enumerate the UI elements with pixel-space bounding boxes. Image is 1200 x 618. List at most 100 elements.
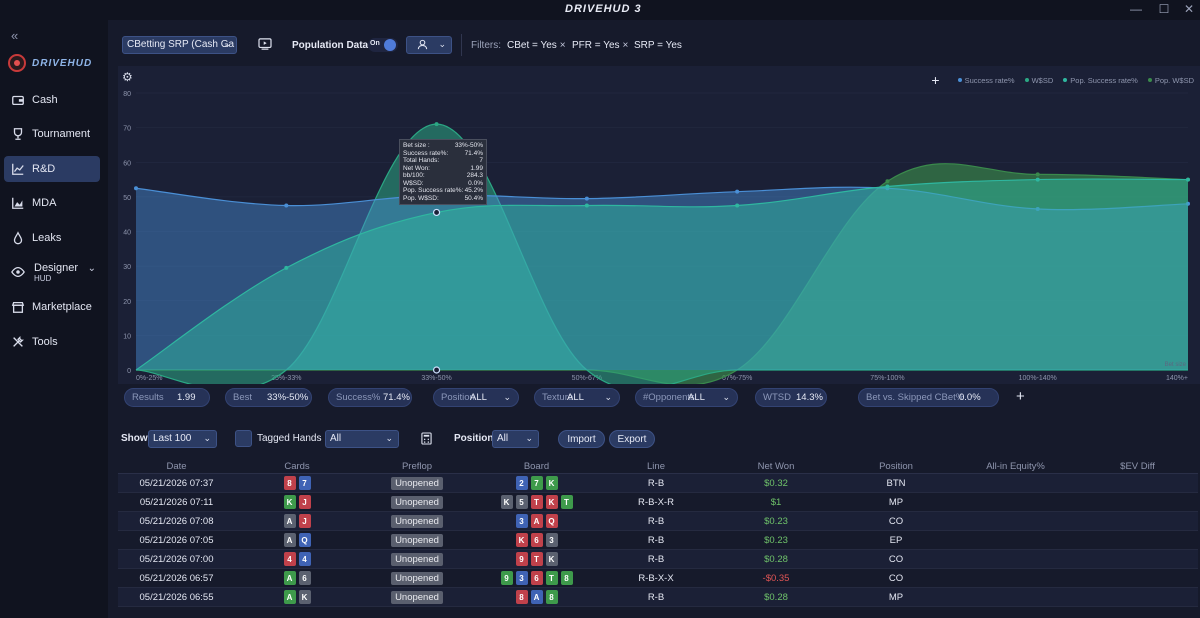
column-header[interactable]: Date bbox=[166, 460, 187, 472]
playing-card: Q bbox=[298, 533, 311, 547]
tagged-hands-checkbox[interactable] bbox=[235, 430, 252, 447]
playing-card: 6 bbox=[298, 571, 311, 585]
chart-line-icon bbox=[11, 162, 25, 176]
sidebar-item-designer[interactable]: Designer HUD ⌄ bbox=[4, 257, 100, 287]
y-tick-label: 70 bbox=[123, 126, 131, 133]
stat-texture[interactable]: Texture ALL ⌄ bbox=[534, 388, 620, 407]
playing-card: A bbox=[530, 514, 543, 528]
tagged-hands-select[interactable]: All ⌄ bbox=[325, 430, 399, 448]
preflop-cell: Unopened bbox=[359, 590, 475, 604]
add-stat-icon[interactable]: + bbox=[1016, 388, 1025, 405]
preflop-cell: Unopened bbox=[359, 533, 475, 547]
filter-chip-cbet[interactable]: CBet = Yes × bbox=[507, 40, 566, 51]
stat-value: 14.3% bbox=[796, 392, 823, 403]
sidebar-item-label: MDA bbox=[32, 197, 57, 209]
position-cell: MP bbox=[888, 591, 904, 603]
tools-icon bbox=[11, 335, 25, 349]
line-cell: R-B-X-R bbox=[638, 496, 674, 508]
position-select-value: All bbox=[497, 433, 509, 444]
maximize-button[interactable]: ☐ bbox=[1158, 2, 1170, 16]
minimize-button[interactable]: — bbox=[1130, 2, 1142, 16]
add-series-icon[interactable]: + bbox=[931, 72, 940, 88]
close-button[interactable]: ✕ bbox=[1183, 2, 1195, 16]
column-header[interactable]: Preflop bbox=[401, 460, 433, 472]
sidebar-item-leaks[interactable]: Leaks bbox=[4, 225, 100, 251]
column-header[interactable]: Board bbox=[523, 460, 550, 472]
chart-panel: ⚙ + Success rate% W$SD Pop. Success rate… bbox=[118, 66, 1200, 384]
sidebar-item-tournament[interactable]: Tournament bbox=[4, 121, 100, 147]
calculator-icon[interactable] bbox=[421, 432, 432, 448]
stat-wtsd: WTSD 14.3% bbox=[755, 388, 827, 407]
user-icon bbox=[417, 39, 428, 53]
legend-item[interactable]: W$SD bbox=[1024, 76, 1053, 85]
close-icon[interactable]: × bbox=[559, 40, 566, 51]
area-chart[interactable]: 0 10 20 30 40 50 60 70 80 0%-25% 25%-33% 33%-50% 50%… bbox=[118, 66, 1200, 384]
column-header[interactable]: Position bbox=[879, 460, 913, 472]
column-header[interactable]: Line bbox=[647, 460, 665, 472]
legend-item[interactable]: Pop. W$SD bbox=[1147, 76, 1194, 85]
tooltip-key: Pop. Success rate%: bbox=[403, 187, 464, 194]
date-cell: 05/21/2026 07:00 bbox=[139, 553, 214, 565]
filter-bar: CBetting SRP (Cash Ga ⌄ Population Data … bbox=[108, 20, 1200, 66]
tooltip-row: Net Won: 1.99 bbox=[403, 165, 483, 173]
table-row[interactable]: 05/21/2026 07:11 K J Unopened K 5 T K T R-B-X-R $1… bbox=[118, 493, 1198, 512]
tooltip-row: Success rate%: 71.4% bbox=[403, 150, 483, 158]
gear-icon[interactable]: ⚙ bbox=[122, 70, 133, 84]
sidebar-item-rnd[interactable]: R&D bbox=[4, 156, 100, 182]
column-header[interactable]: Net Won bbox=[757, 460, 795, 472]
stat-value: 33%-50% bbox=[267, 392, 309, 403]
line-cell: R-B bbox=[647, 534, 665, 546]
toggle-knob bbox=[384, 39, 396, 51]
player-select[interactable]: ⌄ bbox=[406, 36, 452, 54]
import-button[interactable]: Import bbox=[558, 430, 605, 448]
population-data-toggle[interactable]: On bbox=[368, 38, 398, 52]
show-select-value: Last 100 bbox=[153, 433, 192, 444]
table-row[interactable]: 05/21/2026 06:55 A K Unopened 8 A 8 R-B $0.28 MP bbox=[118, 588, 1198, 607]
show-select[interactable]: Last 100 ⌄ bbox=[148, 430, 217, 448]
table-row[interactable]: 05/21/2026 07:37 8 7 Unopened 2 7 K R-B $0.32 BTN bbox=[118, 474, 1198, 493]
collapse-sidebar-icon[interactable]: « bbox=[11, 28, 19, 43]
video-icon[interactable] bbox=[258, 38, 272, 50]
column-header[interactable]: Cards bbox=[284, 460, 310, 472]
column-header[interactable]: All-in Equity% bbox=[986, 460, 1045, 472]
table-row[interactable]: 05/21/2026 07:05 A Q Unopened K 6 3 R-B $0.23 EP bbox=[118, 531, 1198, 550]
sidebar-item-tools[interactable]: Tools bbox=[4, 329, 100, 355]
chevron-down-icon[interactable]: ⌄ bbox=[87, 263, 96, 274]
playing-card: 8 bbox=[560, 571, 573, 585]
preflop-cell: Unopened bbox=[359, 495, 475, 509]
table-row[interactable]: 05/21/2026 07:08 A J Unopened 3 A Q R-B $0.23 CO bbox=[118, 512, 1198, 531]
position-select[interactable]: All ⌄ bbox=[492, 430, 539, 448]
filter-chip-srp[interactable]: SRP = Yes bbox=[634, 40, 685, 51]
column-header[interactable]: $EV Diff bbox=[1120, 460, 1155, 472]
table-row[interactable]: 05/21/2026 06:57 A 6 Unopened 9 3 6 T 8 R-B-X-X -$… bbox=[118, 569, 1198, 588]
tooltip-key: W$SD: bbox=[403, 179, 424, 187]
eye-icon bbox=[11, 265, 25, 279]
stat--opponents[interactable]: #Opponents ALL ⌄ bbox=[635, 388, 738, 407]
legend-item[interactable]: Pop. Success rate% bbox=[1063, 76, 1138, 85]
close-icon[interactable]: × bbox=[622, 40, 629, 51]
report-select[interactable]: CBetting SRP (Cash Ga ⌄ bbox=[122, 36, 237, 54]
trophy-icon bbox=[11, 127, 25, 141]
sidebar-item-label: Leaks bbox=[32, 232, 62, 244]
playing-card: K bbox=[500, 495, 513, 509]
chevron-down-icon: ⌄ bbox=[722, 392, 730, 402]
legend-item[interactable]: Success rate% bbox=[957, 76, 1015, 85]
playing-card: 3 bbox=[515, 571, 528, 585]
table-row[interactable]: 05/21/2026 07:00 4 4 Unopened 9 T K R-B $0.28 CO bbox=[118, 550, 1198, 569]
table-header: Date Cards Preflop Board Line Net Won Position… bbox=[118, 459, 1198, 474]
stat-position[interactable]: Position ALL ⌄ bbox=[433, 388, 519, 407]
filter-chip-pfr[interactable]: PFR = Yes × bbox=[572, 40, 628, 51]
line-cell: R-B bbox=[647, 477, 665, 489]
sidebar-item-marketplace[interactable]: Marketplace bbox=[4, 294, 100, 320]
playing-card: 7 bbox=[298, 476, 311, 490]
sidebar-item-cash[interactable]: Cash bbox=[4, 87, 100, 113]
data-point bbox=[134, 186, 138, 191]
export-button[interactable]: Export bbox=[609, 430, 655, 448]
playing-card: K bbox=[515, 533, 528, 547]
filter-chip-label: SRP = Yes bbox=[634, 40, 682, 51]
sidebar-item-mda[interactable]: MDA bbox=[4, 190, 100, 216]
playing-card: 8 bbox=[515, 590, 528, 604]
net-won-cell: $0.28 bbox=[764, 553, 788, 565]
